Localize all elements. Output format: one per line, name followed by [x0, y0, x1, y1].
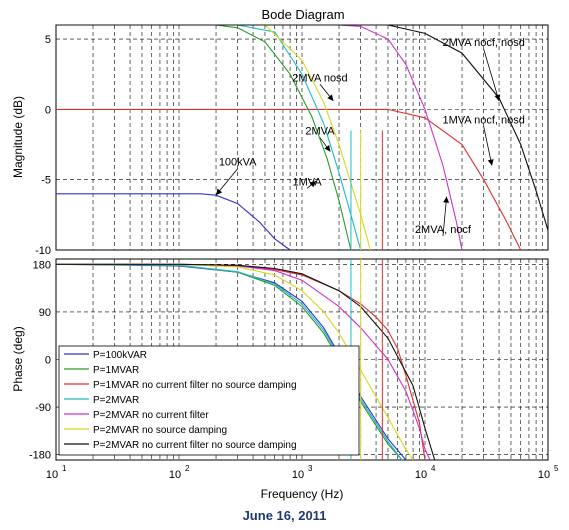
annotation-arrow-head: [324, 144, 331, 152]
legend-entry: P=2MVAR no current filter: [93, 410, 209, 421]
x-tick-exponent: 3: [308, 464, 313, 473]
legend-entry: P=100kVAR: [93, 350, 147, 361]
legend-entry: P=1MVAR: [93, 365, 139, 376]
x-tick-label: 10: [292, 469, 304, 481]
x-axis-label: Frequency (Hz): [261, 487, 344, 501]
phase-y-tick-label: 180: [33, 259, 51, 271]
phase-y-ticks: 180 90 0 -90 -180: [29, 259, 51, 461]
legend-box: [58, 345, 360, 456]
magnitude-y-tick-label: 0: [45, 104, 51, 116]
x-tick-exponent: 1: [62, 464, 67, 473]
magnitude-series-line: [56, 24, 549, 231]
x-tick-exponent: 4: [431, 464, 436, 473]
magnitude-panel: 5 0 -5 -10 100kVA 1MVA 2MVA 2MVA nosd 2MVA nocf…: [11, 24, 549, 257]
x-tick-label: 10: [46, 469, 58, 481]
legend-entry: P=2MVAR: [93, 395, 139, 406]
x-tick-exponent: 2: [185, 464, 190, 473]
legend-entry: P=2MVAR no current filter no source damp…: [93, 440, 297, 451]
phase-y-tick-label: 90: [39, 307, 51, 319]
annotation-arrow-head: [216, 188, 223, 196]
annotation-arrow-line: [442, 196, 448, 237]
phase-series: [55, 259, 436, 461]
annotation-label: 2MVA nocf, nosd: [443, 37, 525, 49]
phase-y-tick-label: 0: [45, 355, 51, 367]
annotation-label: 1MVA nocf, nosd: [443, 114, 525, 126]
phase-series-line: [55, 263, 403, 461]
annotation-arrow-line: [483, 48, 500, 102]
magnitude-annotations: 100kVA 1MVA 2MVA 2MVA nosd 2MVA nocf, nosd 1M…: [215, 37, 525, 237]
phase-y-tick-label: -180: [29, 450, 51, 462]
annotation-arrow-head: [487, 159, 494, 166]
annotation-arrow-line: [483, 126, 493, 166]
x-tick-label: 10: [169, 469, 181, 481]
x-tick-label: 10: [538, 469, 550, 481]
legend-entry: P=2MVAR no source damping: [93, 425, 227, 436]
magnitude-series-line: [56, 108, 522, 251]
magnitude-y-tick-label: -5: [41, 175, 51, 187]
magnitude-y-tick-label: 5: [45, 34, 51, 46]
phase-series-line: [56, 263, 414, 461]
magnitude-series-line: [56, 24, 362, 251]
legend-entry: P=1MVAR no current filter no source damp…: [93, 380, 297, 391]
annotation-label: 100kVA: [219, 157, 257, 169]
x-tick-labels: 10 1 10 2 10 3 10 4 10 5: [46, 464, 559, 481]
magnitude-series: [56, 24, 549, 251]
date-caption: June 16, 2011: [242, 508, 327, 523]
annotation-arrow-head: [494, 94, 501, 101]
annotation-label: 2MVA nosd: [292, 72, 347, 84]
figure-title: Bode Diagram: [261, 7, 344, 22]
annotation-label: 2MVA: [305, 126, 335, 138]
phase-y-label: Phase (deg): [11, 326, 25, 391]
magnitude-y-label: Magnitude (dB): [11, 96, 25, 178]
magnitude-y-ticks: 5 0 -5 -10: [35, 34, 51, 257]
magnitude-y-tick-label: -10: [35, 245, 51, 257]
legend: P=100kVAR P=1MVAR P=1MVAR no current filte…: [58, 345, 360, 456]
annotation-arrow-head: [309, 181, 317, 188]
x-tick-label: 10: [415, 469, 427, 481]
annotation-arrow-head: [443, 196, 450, 203]
phase-y-tick-label: -90: [35, 402, 51, 414]
x-tick-exponent: 5: [554, 464, 559, 473]
phase-series-line: [56, 263, 436, 461]
annotation-label: 1MVA: [293, 176, 323, 188]
magnitude-series-line: [56, 193, 291, 251]
annotation-arrow-head: [327, 94, 334, 101]
